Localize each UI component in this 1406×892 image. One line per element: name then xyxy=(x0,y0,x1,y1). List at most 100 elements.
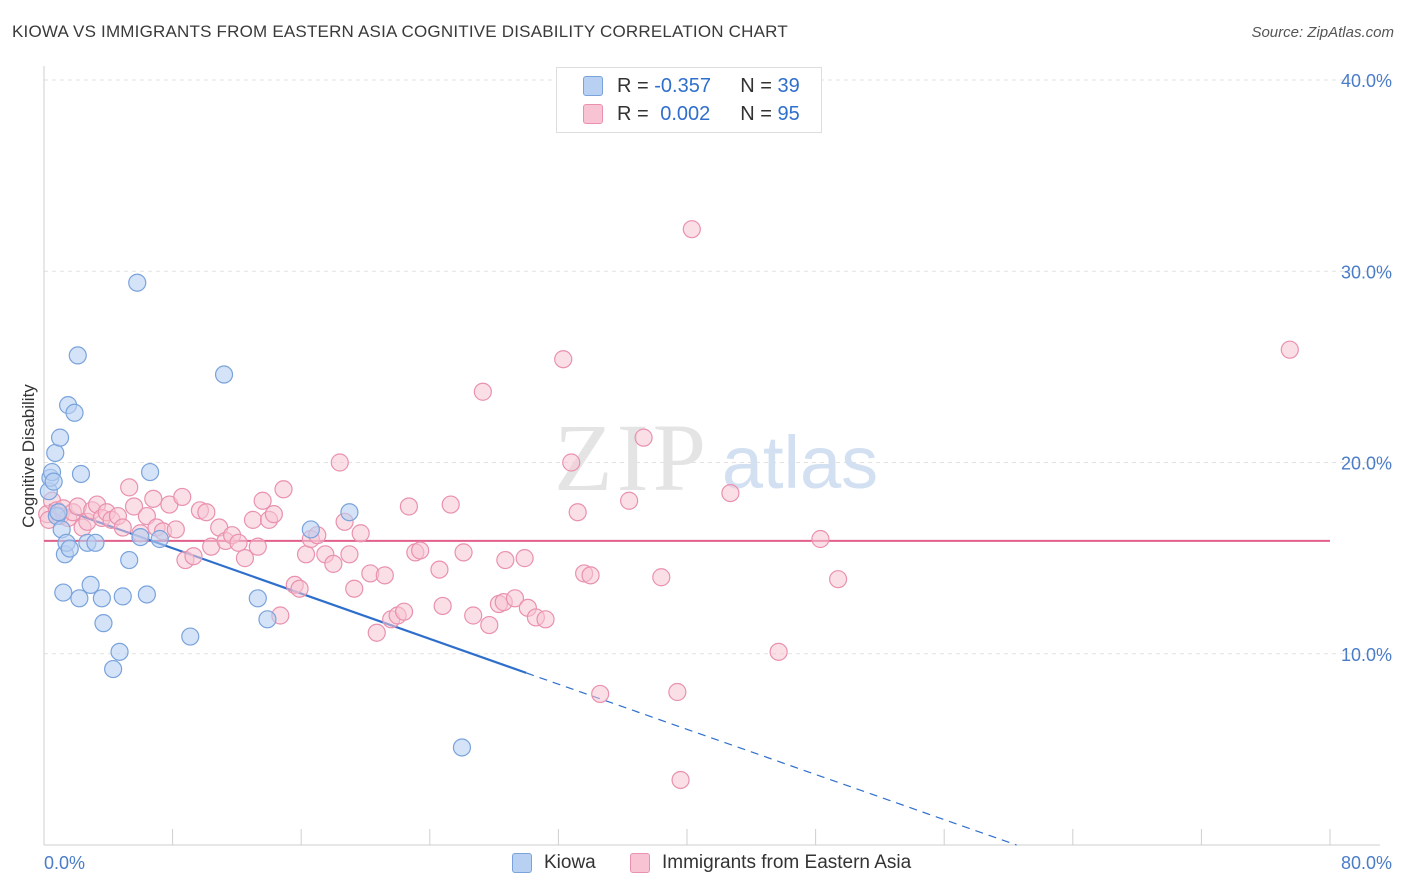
kiowa-point xyxy=(60,539,79,558)
immigrants-point xyxy=(399,497,419,516)
kiowa-point xyxy=(46,443,65,463)
immigrants-point xyxy=(441,495,460,514)
kiowa-point xyxy=(86,533,105,552)
immigrants-point xyxy=(235,549,255,568)
immigrants-point xyxy=(562,453,581,472)
legend-row-kiowa: R = -0.357 N = 39 xyxy=(583,74,800,98)
kiowa-point xyxy=(68,346,87,365)
kiowa-point xyxy=(248,589,267,608)
immigrants-point xyxy=(811,529,830,549)
kiowa-point xyxy=(258,610,277,629)
grid-lines xyxy=(44,79,1380,655)
kiowa-legend-swatch xyxy=(512,853,532,873)
immigrants-point xyxy=(668,682,687,702)
immigrants-point xyxy=(568,503,587,522)
x-tick-label-min: 0.0% xyxy=(44,853,85,873)
kiowa-point xyxy=(452,738,472,757)
kiowa-point xyxy=(44,472,63,491)
kiowa-point xyxy=(140,462,160,482)
immigrants-point xyxy=(367,623,386,642)
immigrants-points xyxy=(38,220,1299,790)
immigrants-point xyxy=(721,484,740,503)
immigrants-point xyxy=(433,596,452,616)
immigrants-point xyxy=(340,545,359,564)
kiowa-swatch xyxy=(583,76,603,96)
immigrants-point xyxy=(581,566,600,585)
immigrants-point xyxy=(454,543,473,562)
kiowa-r-label: R = xyxy=(617,74,655,97)
kiowa-point xyxy=(137,585,156,604)
immigrants-point xyxy=(375,566,394,585)
immigrants-point xyxy=(296,545,316,564)
immigrants-r-value: 0.002 xyxy=(660,102,711,125)
immigrants-n-label: N = xyxy=(740,102,778,125)
kiowa-point xyxy=(65,403,84,422)
immigrants-point xyxy=(243,510,263,529)
kiowa-points xyxy=(39,273,472,757)
immigrants-r-label: R = xyxy=(617,102,655,125)
immigrants-point xyxy=(394,602,414,621)
immigrants-n-value: 95 xyxy=(777,102,800,125)
kiowa-point xyxy=(340,503,359,522)
kiowa-point xyxy=(104,659,123,679)
kiowa-point xyxy=(50,428,70,447)
kiowa-legend-label: Kiowa xyxy=(544,852,596,873)
y-tick-label: 30.0% xyxy=(1341,262,1392,282)
immigrants-point xyxy=(515,549,534,568)
immigrants-point xyxy=(274,480,293,499)
immigrants-point xyxy=(124,497,144,516)
immigrants-point xyxy=(113,518,132,537)
immigrants-point xyxy=(197,503,216,522)
immigrants-point xyxy=(411,541,430,560)
immigrants-point xyxy=(829,570,848,589)
immigrants-point xyxy=(536,610,555,629)
immigrants-point xyxy=(671,770,690,790)
immigrants-point xyxy=(591,684,610,704)
immigrants-point xyxy=(330,453,349,472)
immigrants-point xyxy=(351,524,370,543)
kiowa-point xyxy=(120,550,139,570)
axes xyxy=(43,66,1380,846)
immigrants-point xyxy=(634,428,653,447)
immigrants-swatch xyxy=(583,104,603,124)
immigrants-legend-swatch xyxy=(630,853,650,873)
immigrants-point xyxy=(473,382,492,401)
y-axis-label: Cognitive Disability xyxy=(19,384,38,528)
bottom-legend-immigrants: Immigrants from Eastern Asia xyxy=(630,852,911,874)
kiowa-point xyxy=(110,642,129,661)
immigrants-point xyxy=(253,491,272,510)
kiowa-point xyxy=(71,464,91,484)
kiowa-n-label: N = xyxy=(740,74,778,97)
immigrants-point xyxy=(120,478,139,497)
immigrants-point xyxy=(505,589,525,608)
watermark: ZIP atlas xyxy=(554,404,878,511)
kiowa-point xyxy=(301,520,320,539)
immigrants-point xyxy=(248,537,267,556)
kiowa-point xyxy=(131,527,150,547)
kiowa-point xyxy=(181,627,200,646)
kiowa-r-value: -0.357 xyxy=(654,74,711,97)
bottom-legend-kiowa: Kiowa xyxy=(512,852,596,874)
kiowa-point xyxy=(81,575,100,595)
immigrants-point xyxy=(166,520,185,539)
immigrants-point xyxy=(620,491,639,510)
immigrants-point xyxy=(496,550,515,570)
legend-row-immigrants: R = 0.002 N = 95 xyxy=(583,102,800,126)
immigrants-point xyxy=(430,560,449,579)
kiowa-point xyxy=(70,589,89,608)
immigrants-legend-label: Immigrants from Eastern Asia xyxy=(662,852,912,873)
immigrants-point xyxy=(652,568,671,587)
x-tick-label-max: 80.0% xyxy=(1341,853,1392,873)
immigrants-point xyxy=(554,350,573,369)
immigrants-point xyxy=(345,579,364,598)
immigrants-point xyxy=(682,220,701,239)
immigrants-point xyxy=(480,615,499,635)
chart-title: KIOWA VS IMMIGRANTS FROM EASTERN ASIA CO… xyxy=(12,22,788,41)
kiowa-point xyxy=(49,503,68,522)
y-tick-label: 40.0% xyxy=(1341,71,1392,91)
tick-labels: 10.0% 20.0% 30.0% 40.0% 0.0% 80.0% xyxy=(44,71,1392,873)
immigrants-point xyxy=(290,579,309,598)
immigrants-point xyxy=(769,642,788,661)
kiowa-point xyxy=(214,365,234,384)
